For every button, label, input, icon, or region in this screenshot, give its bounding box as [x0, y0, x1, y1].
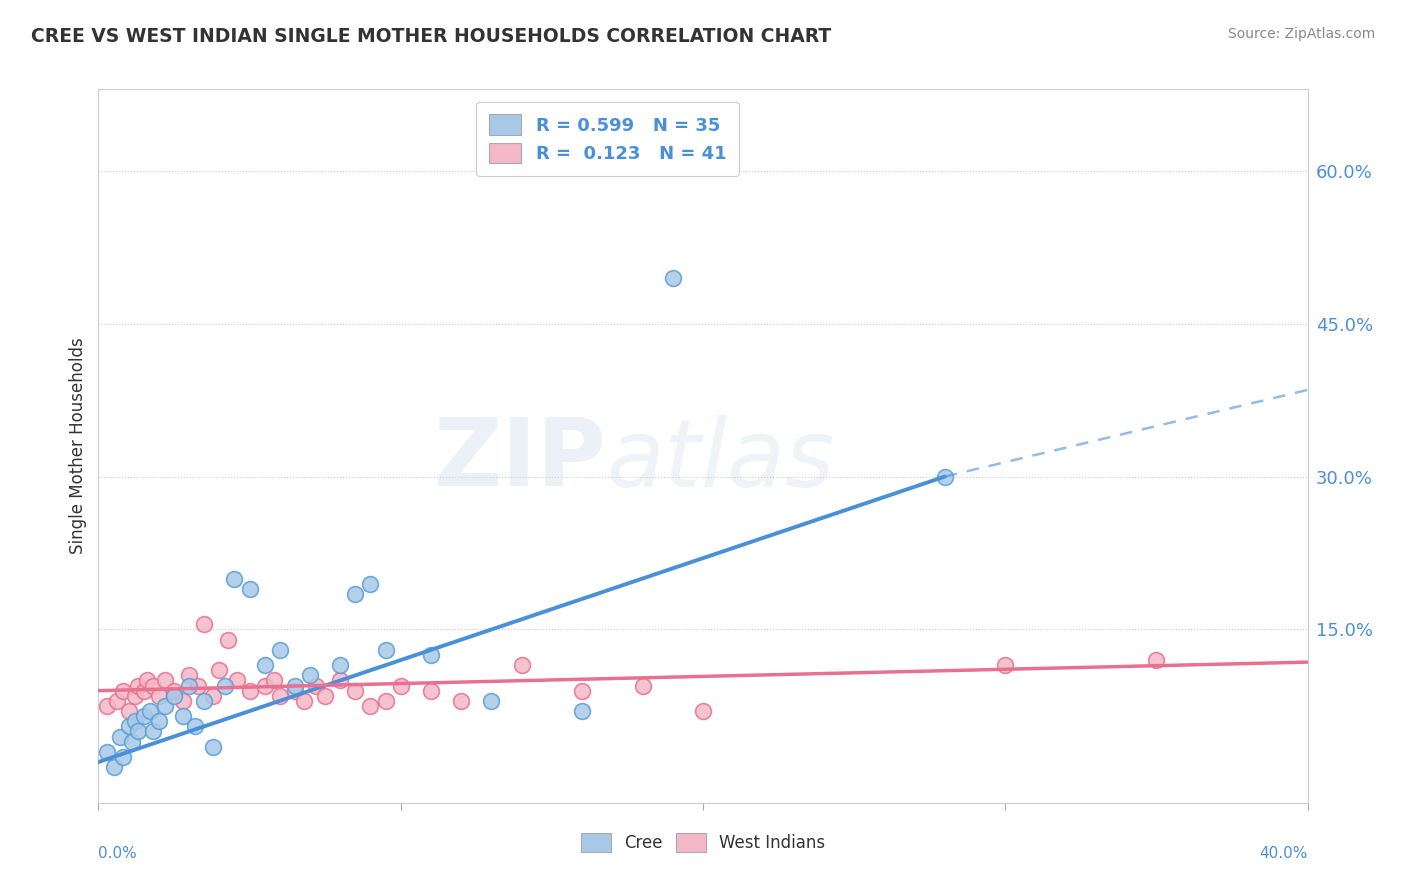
Point	[420, 648, 443, 662]
Point	[692, 704, 714, 718]
Point	[208, 663, 231, 677]
Text: ZIP: ZIP	[433, 414, 606, 507]
Text: 40.0%: 40.0%	[1260, 846, 1308, 861]
Point	[314, 689, 336, 703]
Point	[153, 673, 176, 688]
Point	[132, 709, 155, 723]
Point	[284, 683, 307, 698]
Point	[284, 679, 307, 693]
Point	[124, 714, 146, 729]
Point	[118, 704, 141, 718]
Point	[253, 679, 276, 693]
Point	[148, 714, 170, 729]
Point	[481, 694, 503, 708]
Text: 0.0%: 0.0%	[98, 846, 138, 861]
Point	[111, 683, 134, 698]
Point	[239, 582, 262, 596]
Point	[239, 683, 262, 698]
Point	[118, 719, 141, 733]
Point	[193, 694, 215, 708]
Point	[202, 739, 225, 754]
Point	[631, 679, 654, 693]
Point	[329, 658, 352, 673]
Point	[292, 694, 315, 708]
Point	[163, 689, 186, 703]
Point	[179, 668, 201, 682]
Point	[253, 658, 276, 673]
Point	[142, 724, 165, 739]
Text: Source: ZipAtlas.com: Source: ZipAtlas.com	[1227, 27, 1375, 41]
Point	[661, 270, 683, 285]
Point	[344, 683, 367, 698]
Point	[172, 694, 194, 708]
Point	[269, 689, 291, 703]
Point	[172, 709, 194, 723]
Point	[111, 750, 134, 764]
Point	[121, 734, 143, 748]
Point	[202, 689, 225, 703]
Point	[934, 469, 956, 483]
Point	[420, 683, 443, 698]
Point	[108, 730, 131, 744]
Point	[103, 760, 125, 774]
Point	[153, 698, 176, 713]
Point	[139, 704, 162, 718]
Point	[214, 679, 236, 693]
Point	[374, 643, 396, 657]
Point	[148, 689, 170, 703]
Point	[360, 576, 382, 591]
Point	[510, 658, 533, 673]
Point	[135, 673, 157, 688]
Point	[224, 572, 246, 586]
Point	[105, 694, 128, 708]
Point	[193, 617, 215, 632]
Point	[571, 704, 593, 718]
Point	[571, 683, 593, 698]
Point	[217, 632, 239, 647]
Point	[299, 668, 322, 682]
Point	[127, 724, 149, 739]
Point	[263, 673, 285, 688]
Legend: Cree, West Indians: Cree, West Indians	[574, 826, 832, 859]
Point	[994, 658, 1017, 673]
Point	[329, 673, 352, 688]
Point	[226, 673, 249, 688]
Y-axis label: Single Mother Households: Single Mother Households	[69, 338, 87, 554]
Point	[1144, 653, 1167, 667]
Point	[96, 745, 118, 759]
Point	[187, 679, 209, 693]
Point	[127, 679, 149, 693]
Point	[124, 689, 146, 703]
Point	[360, 698, 382, 713]
Point	[96, 698, 118, 713]
Point	[374, 694, 396, 708]
Point	[305, 679, 328, 693]
Point	[184, 719, 207, 733]
Point	[163, 683, 186, 698]
Text: atlas: atlas	[606, 415, 835, 506]
Point	[269, 643, 291, 657]
Point	[132, 683, 155, 698]
Point	[179, 679, 201, 693]
Point	[142, 679, 165, 693]
Point	[344, 587, 367, 601]
Text: CREE VS WEST INDIAN SINGLE MOTHER HOUSEHOLDS CORRELATION CHART: CREE VS WEST INDIAN SINGLE MOTHER HOUSEH…	[31, 27, 831, 45]
Point	[389, 679, 412, 693]
Point	[450, 694, 472, 708]
